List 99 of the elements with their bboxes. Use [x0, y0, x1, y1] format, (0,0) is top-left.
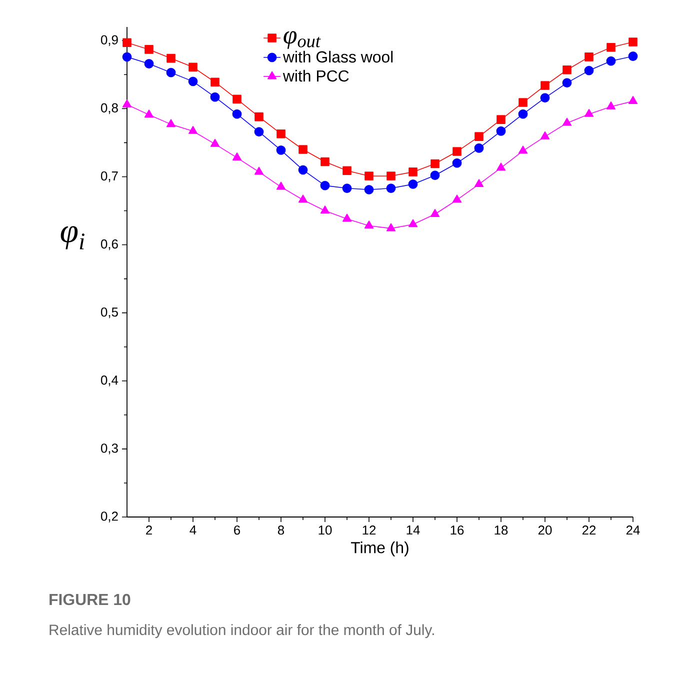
point	[188, 76, 198, 86]
point	[408, 168, 418, 176]
point	[628, 96, 638, 104]
x-tick-label: 2	[146, 526, 152, 535]
point	[584, 52, 594, 62]
point	[408, 219, 418, 228]
y-axis-title: φ$_{i}$	[60, 226, 84, 250]
point	[584, 66, 594, 76]
point	[430, 170, 440, 180]
y-tick-label: 0,7	[100, 171, 118, 182]
point	[232, 94, 242, 104]
legend-label: with Glass wool	[282, 50, 393, 63]
point	[562, 65, 572, 74]
point	[298, 145, 308, 154]
y-tick-label: 0,3	[100, 444, 118, 454]
point	[254, 166, 264, 175]
point	[386, 184, 396, 193]
point	[474, 143, 484, 153]
point	[144, 110, 154, 118]
point	[144, 59, 154, 68]
point	[342, 184, 352, 193]
x-tick-label: 6	[234, 526, 240, 535]
point	[188, 62, 198, 72]
point	[342, 214, 352, 222]
x-tick-label: 20	[538, 526, 552, 535]
point	[584, 108, 594, 117]
point	[518, 109, 528, 119]
point	[606, 43, 616, 52]
point	[276, 129, 286, 138]
point	[540, 81, 550, 90]
text: Relative humidity evolution indoor air for the month of July.	[50, 624, 434, 638]
point	[232, 152, 242, 160]
point	[540, 93, 550, 102]
point	[518, 98, 528, 107]
legend-label: φ$_{out}$	[284, 31, 321, 49]
y-tick-label: 0,2	[100, 512, 118, 522]
point	[364, 184, 374, 194]
point	[496, 115, 506, 124]
point	[320, 157, 330, 166]
x-tick-label: 8	[278, 526, 284, 535]
point	[562, 78, 572, 88]
point	[166, 68, 176, 78]
point	[364, 172, 374, 180]
x-tick-label: 24	[626, 526, 640, 535]
point	[166, 54, 176, 63]
point	[188, 126, 198, 134]
legend-label: with PCC	[282, 70, 349, 82]
point	[144, 45, 154, 54]
y-tick-label: 0,5	[100, 307, 118, 318]
x-axis-title: Time (h)	[350, 542, 408, 556]
point	[210, 138, 220, 147]
point	[276, 145, 286, 155]
point	[386, 172, 396, 180]
point	[210, 92, 220, 102]
point	[496, 162, 506, 171]
point	[628, 52, 638, 61]
point	[386, 223, 396, 232]
y-tick-label: 0,6	[100, 239, 118, 250]
point	[122, 38, 132, 48]
point	[452, 194, 462, 203]
point	[496, 126, 506, 136]
point	[452, 147, 462, 156]
point	[298, 165, 308, 175]
point	[276, 182, 286, 190]
x-tick-label: 14	[406, 526, 420, 534]
point	[430, 159, 440, 168]
point	[430, 208, 440, 217]
point	[210, 78, 220, 87]
point	[254, 112, 264, 122]
point	[540, 131, 550, 140]
point	[232, 109, 242, 119]
y-tick-label: 0,4	[100, 376, 118, 386]
point	[606, 101, 616, 110]
point	[628, 38, 638, 46]
point	[518, 146, 528, 154]
x-tick-label: 22	[582, 526, 596, 535]
point	[298, 194, 308, 203]
point	[474, 179, 484, 187]
point	[342, 166, 352, 175]
x-tick-label: 16	[450, 526, 464, 535]
x-tick-label: 10	[318, 526, 332, 535]
point	[408, 180, 418, 189]
point	[320, 206, 330, 214]
point	[122, 52, 132, 62]
point	[364, 220, 374, 229]
y-tick-label: 0,8	[100, 103, 118, 114]
point	[254, 127, 264, 136]
point	[452, 158, 462, 168]
point	[166, 119, 176, 128]
y-tick-label: 0,9	[100, 35, 118, 46]
point	[320, 180, 330, 190]
point	[562, 118, 572, 126]
x-tick-label: 18	[494, 526, 508, 535]
x-tick-label: 12	[362, 526, 376, 535]
point	[606, 56, 616, 66]
caption: FIGURE 10	[50, 594, 130, 606]
x-tick-label: 4	[190, 526, 196, 534]
point	[122, 99, 132, 108]
point	[474, 132, 484, 141]
